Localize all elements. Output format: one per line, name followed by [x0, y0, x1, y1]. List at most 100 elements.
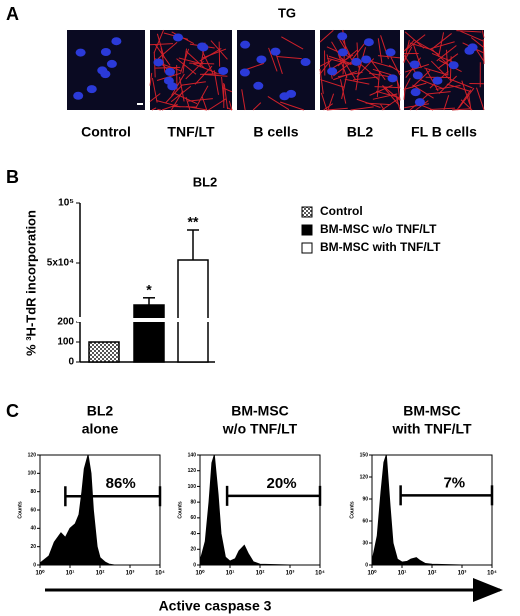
fiber [452, 108, 471, 111]
x-tick-label: 10⁴ [487, 571, 497, 577]
image-label: TNF/LT [167, 124, 215, 140]
fiber [420, 79, 444, 90]
x-tick-label: 10¹ [226, 570, 235, 577]
fiber [268, 47, 278, 72]
nucleus [253, 81, 264, 90]
legend-label: BM-MSC with TNF/LT [320, 240, 441, 254]
fiber [425, 91, 451, 95]
x-tick-label: 10² [428, 570, 437, 577]
x-tick-label: 10² [96, 570, 105, 577]
fiber [430, 60, 450, 80]
fiber [355, 65, 361, 91]
fiber [403, 78, 411, 91]
fiber [425, 68, 439, 92]
y-tick-label: 0 [68, 357, 74, 368]
y-tick-label: 120 [188, 468, 197, 474]
fiber [319, 59, 332, 67]
fiber [333, 70, 357, 81]
nucleus [363, 38, 374, 47]
nucleus [387, 74, 398, 83]
fiber [370, 59, 386, 81]
bar [133, 304, 165, 363]
image-bg [237, 30, 315, 110]
fiber [320, 79, 345, 88]
fiber [199, 47, 222, 62]
x-tick-label: 10⁰ [195, 570, 205, 577]
fiber [382, 86, 400, 107]
fiber [446, 83, 471, 92]
y-tick-label: 100 [57, 337, 74, 348]
fiber [194, 65, 213, 85]
fiber [174, 92, 198, 105]
x-tick-label: 10⁴ [315, 571, 325, 577]
fiber [403, 39, 416, 52]
fiber [460, 30, 484, 42]
chart-title: BM-MSC [403, 403, 461, 419]
y-tick-label: 60 [30, 507, 36, 513]
fiber [341, 74, 348, 100]
fiber [411, 70, 431, 88]
fiber [276, 55, 302, 60]
fiber [327, 57, 352, 66]
fiber [157, 41, 178, 60]
fiber [430, 41, 455, 50]
y-tick-label: 60 [190, 515, 196, 521]
fiber [456, 89, 472, 111]
chart-title-line: w/o TNF/LT [222, 421, 298, 437]
fiber [403, 82, 427, 90]
y-tick-label: 40 [190, 531, 196, 537]
chart-title: BL2 [87, 403, 114, 419]
fiber [372, 93, 398, 100]
fiber [481, 30, 485, 38]
significance: * [146, 282, 152, 298]
x-tick-label: 10³ [286, 570, 295, 577]
fiber [171, 106, 197, 108]
fiber [222, 87, 233, 93]
bar [88, 341, 120, 363]
fiber [412, 44, 422, 69]
nucleus [256, 55, 267, 64]
fiber [171, 73, 185, 96]
nucleus [270, 47, 281, 56]
chart-title-line: alone [82, 421, 119, 437]
fiber [377, 38, 383, 64]
nucleus [361, 55, 372, 64]
nucleus [173, 33, 184, 42]
nucleus [167, 82, 178, 91]
fiber [228, 100, 233, 111]
fiber [381, 97, 400, 111]
gate-label: 7% [443, 474, 465, 491]
image-label: B cells [253, 124, 298, 140]
fiber [213, 70, 220, 95]
chart-title-line: with TNF/LT [391, 421, 471, 437]
fiber [252, 102, 262, 111]
x-tick-label: 10⁴ [155, 571, 165, 577]
y-tick-label: 60 [362, 518, 368, 524]
x-tick-label: 10³ [126, 570, 135, 577]
histogram-area [199, 454, 320, 566]
nucleus [467, 43, 478, 52]
y-tick-label: 30 [362, 540, 368, 546]
nucleus [385, 48, 396, 57]
fiber [369, 84, 393, 96]
fiber [157, 108, 161, 111]
fiber [323, 103, 334, 111]
y-tick-label: 80 [190, 499, 196, 505]
fiber [202, 48, 227, 59]
nucleus [410, 88, 421, 97]
panel-label: A [6, 4, 19, 24]
fiber [241, 89, 246, 111]
y-axis-label: % ³H-TdR incorporation [23, 210, 38, 356]
nucleus [409, 60, 420, 69]
micrograph [149, 29, 233, 111]
fiber [449, 78, 473, 89]
y-axis-label: Counts [177, 501, 183, 518]
fiber [429, 107, 455, 110]
x-tick-label: 10¹ [398, 570, 407, 577]
fiber [151, 107, 157, 111]
nucleus [240, 40, 251, 49]
y-tick-label: 80 [30, 489, 36, 495]
legend-label: Control [320, 204, 363, 218]
chart-title: BM-MSC [231, 403, 289, 419]
